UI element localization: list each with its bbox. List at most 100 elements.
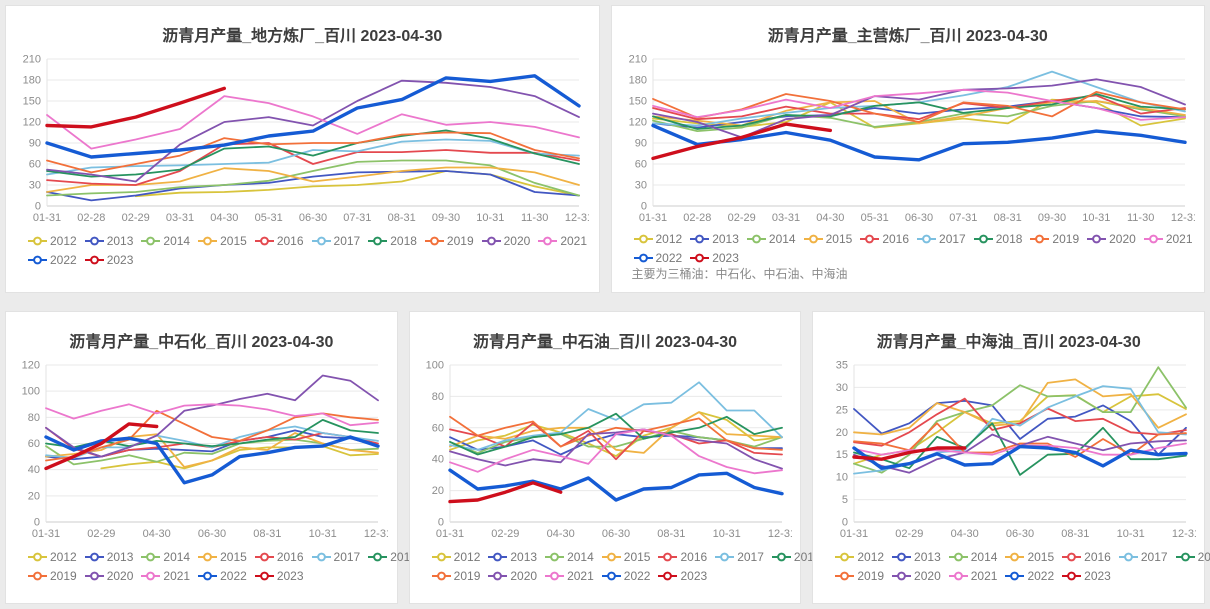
legend-item-2021[interactable]: 2021 (948, 569, 997, 583)
legend-item-2019[interactable]: 2019 (835, 569, 884, 583)
legend-item-2015[interactable]: 2015 (803, 232, 852, 246)
svg-text:30: 30 (29, 180, 41, 192)
svg-text:60: 60 (29, 159, 41, 171)
legend-label: 2014 (970, 550, 998, 564)
legend-item-2015[interactable]: 2015 (601, 550, 650, 564)
legend-item-2016[interactable]: 2016 (254, 550, 304, 564)
legend-item-2021[interactable]: 2021 (1143, 232, 1193, 246)
chart-title: 沥青月产量_地方炼厂_百川 2023-04-30 (162, 28, 443, 45)
legend-marker-icon (28, 236, 47, 246)
legend-item-2016[interactable]: 2016 (860, 232, 909, 246)
legend-label: 2021 (163, 569, 191, 583)
legend-item-2019[interactable]: 2019 (1030, 232, 1079, 246)
legend-item-2016[interactable]: 2016 (254, 234, 304, 248)
legend-item-2018[interactable]: 2018 (368, 234, 417, 248)
legend-item-2013[interactable]: 2013 (488, 550, 537, 564)
legend-marker-icon (254, 571, 274, 581)
legend-item-2015[interactable]: 2015 (198, 234, 247, 248)
legend-item-2020[interactable]: 2020 (892, 569, 941, 583)
legend-item-2022[interactable]: 2022 (198, 569, 247, 583)
legend-item-2023[interactable]: 2023 (1062, 569, 1111, 583)
legend-item-2012[interactable]: 2012 (28, 234, 77, 248)
legend-item-2020[interactable]: 2020 (84, 569, 133, 583)
legend-item-2019[interactable]: 2019 (431, 569, 480, 583)
legend-item-2022[interactable]: 2022 (633, 251, 682, 265)
legend-marker-icon (311, 236, 331, 246)
svg-text:0: 0 (34, 517, 40, 529)
legend-item-2012[interactable]: 2012 (28, 550, 77, 564)
chart-legend: 2012 2013 2014 2015 2016 2017 2018 2019 2020 2021… (620, 226, 1197, 265)
svg-text:08-31: 08-31 (254, 528, 282, 540)
chart-card-petrochina: 沥青月产量_中石油_百川 2023-04-30 0 20 40 60 80 100 01-3… (408, 311, 821, 604)
legend-item-2015[interactable]: 2015 (1005, 550, 1054, 564)
legend-item-2014[interactable]: 2014 (141, 234, 190, 248)
legend-item-2014[interactable]: 2014 (746, 232, 796, 246)
legend-marker-icon (424, 236, 444, 246)
svg-text:04-30: 04-30 (950, 528, 978, 540)
line-chart: 0 30 60 90 120 150 180 210 01-31 02-28 02-29 03-31 0… (628, 54, 1194, 225)
legend-item-2012[interactable]: 2012 (431, 550, 480, 564)
line-chart: 0 20 40 60 80 100 120 01-31 02-29 04-30 06-30 08-31… (22, 360, 388, 541)
legend-item-2016[interactable]: 2016 (1062, 550, 1111, 564)
legend-marker-icon (28, 552, 47, 562)
svg-text:80: 80 (432, 391, 444, 403)
legend-item-2019[interactable]: 2019 (28, 569, 77, 583)
svg-text:04-30: 04-30 (143, 528, 171, 540)
legend-marker-icon (254, 236, 274, 246)
legend-item-2017[interactable]: 2017 (715, 550, 764, 564)
legend-item-2017[interactable]: 2017 (917, 232, 966, 246)
legend-item-2015[interactable]: 2015 (198, 550, 247, 564)
legend-marker-icon (28, 571, 47, 581)
legend-item-2021[interactable]: 2021 (141, 569, 190, 583)
legend-item-2014[interactable]: 2014 (141, 550, 190, 564)
legend-item-2023[interactable]: 2023 (658, 569, 707, 583)
legend-item-2012[interactable]: 2012 (633, 232, 682, 246)
legend-marker-icon (1062, 571, 1082, 581)
svg-text:11-30: 11-30 (1127, 212, 1154, 224)
legend-label: 2018 (995, 232, 1023, 246)
legend-item-2013[interactable]: 2013 (690, 232, 739, 246)
legend-item-2017[interactable]: 2017 (1118, 550, 1168, 564)
legend-row: 2012 2013 2014 2015 2016 2017 2018 2019 2020 2021 (633, 232, 1197, 246)
legend-item-2014[interactable]: 2014 (948, 550, 998, 564)
legend-item-2013[interactable]: 2013 (892, 550, 941, 564)
legend-item-2023[interactable]: 2023 (690, 251, 739, 265)
legend-item-2019[interactable]: 2019 (424, 234, 474, 248)
legend-marker-icon (368, 236, 388, 246)
legend-item-2022[interactable]: 2022 (601, 569, 650, 583)
legend-item-2016[interactable]: 2016 (658, 550, 707, 564)
legend-item-2023[interactable]: 2023 (84, 253, 133, 267)
legend-marker-icon (141, 552, 161, 562)
svg-text:01-31: 01-31 (840, 528, 868, 540)
legend-item-2018[interactable]: 2018 (973, 232, 1023, 246)
svg-text:180: 180 (23, 75, 41, 87)
legend-item-2022[interactable]: 2022 (1005, 569, 1054, 583)
svg-text:60: 60 (635, 159, 647, 171)
legend-label: 2019 (1052, 232, 1080, 246)
svg-text:30: 30 (835, 382, 847, 394)
legend-item-2017[interactable]: 2017 (311, 234, 360, 248)
legend-label: 2020 (914, 569, 941, 583)
legend-item-2023[interactable]: 2023 (254, 569, 304, 583)
legend-item-2022[interactable]: 2022 (28, 253, 77, 267)
legend-item-2012[interactable]: 2012 (835, 550, 884, 564)
legend-row: 2012 2013 2014 2015 2016 2017 2018 (835, 550, 1210, 564)
svg-text:05-31: 05-31 (860, 212, 888, 224)
legend-item-2021[interactable]: 2021 (538, 234, 587, 248)
legend-marker-icon (1118, 552, 1138, 562)
legend-item-2018[interactable]: 2018 (1175, 550, 1210, 564)
legend-item-2013[interactable]: 2013 (84, 550, 134, 564)
legend-marker-icon (892, 552, 912, 562)
legend-item-2014[interactable]: 2014 (545, 550, 594, 564)
legend-item-2020[interactable]: 2020 (1087, 232, 1136, 246)
legend-item-2013[interactable]: 2013 (84, 234, 133, 248)
legend-row: 2012 2013 2014 2015 2016 2017 2018 2019 2020 2021 (28, 234, 591, 248)
legend-item-2021[interactable]: 2021 (545, 569, 594, 583)
legend-item-2017[interactable]: 2017 (311, 550, 360, 564)
legend-label: 2013 (106, 550, 134, 564)
legend-label: 2012 (857, 550, 885, 564)
legend-item-2020[interactable]: 2020 (488, 569, 537, 583)
legend-marker-icon (1005, 571, 1025, 581)
legend-item-2020[interactable]: 2020 (481, 234, 530, 248)
